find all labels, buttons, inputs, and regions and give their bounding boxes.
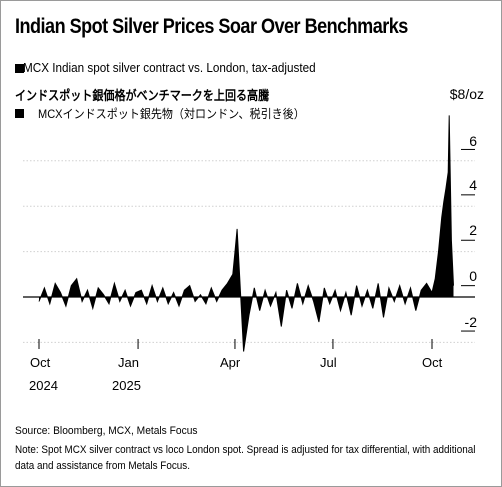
y-tick-label: 4	[469, 177, 477, 193]
y-tick-label: 6	[469, 133, 477, 149]
x-tick-label: Apr	[220, 355, 241, 370]
x-tick-year: 2025	[112, 378, 141, 393]
source-text: Source: Bloomberg, MCX, Metals Focus	[15, 425, 198, 437]
series-area	[39, 115, 454, 352]
x-tick-label: Jan	[118, 355, 139, 370]
chart-subtitle: MCX Indian spot silver contract vs. Lond…	[23, 60, 316, 75]
unit-label: $8/oz	[449, 86, 484, 102]
x-tick-label: Oct	[30, 355, 51, 370]
series-line	[38, 115, 454, 352]
chart-title-ja: インドスポット銀価格がベンチマークを上回る高騰	[15, 88, 270, 103]
legend-swatch	[15, 64, 24, 73]
chart-title: Indian Spot Silver Prices Soar Over Benc…	[15, 15, 408, 38]
chart-subtitle-ja: MCXインドスポット銀先物（対ロンドン、税引き後）	[38, 107, 305, 121]
y-tick-label: -2	[464, 314, 477, 330]
x-tick-label: Jul	[320, 355, 337, 370]
x-tick-year: 2024	[29, 378, 58, 393]
x-tick-label: Oct	[422, 355, 443, 370]
note-text: Note: Spot MCX silver contract vs loco L…	[15, 444, 476, 472]
y-tick-label: 2	[469, 222, 477, 238]
y-tick-label: 0	[469, 268, 477, 284]
legend-swatch-ja	[15, 109, 24, 118]
